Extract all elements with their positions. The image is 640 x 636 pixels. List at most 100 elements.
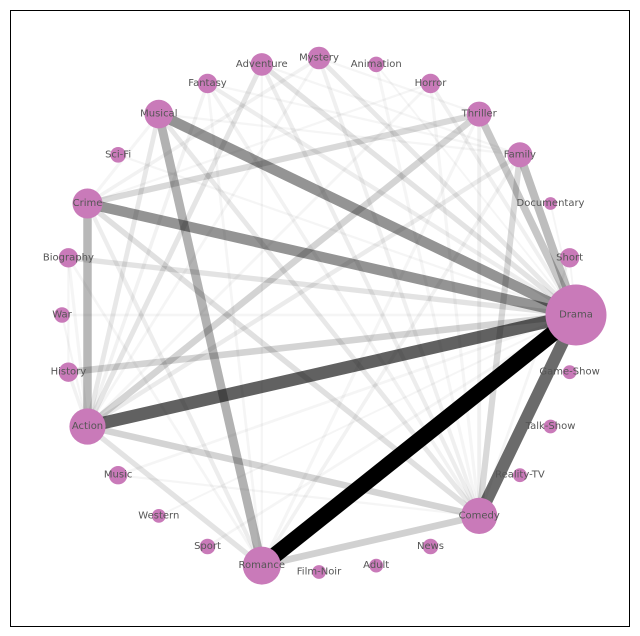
edge-comedy-animation: [374, 64, 481, 517]
node-label-romance: Romance: [239, 560, 285, 571]
node-label-reality-tv: Reality-TV: [495, 470, 545, 481]
node-talk-show: [543, 419, 558, 434]
node-drama: [545, 284, 607, 346]
edge-action-comedy: [86, 423, 480, 520]
edge-action-family: [86, 152, 522, 429]
edge-romance-fantasy: [206, 83, 264, 566]
edge-action-musical: [85, 113, 162, 428]
node-label-crime: Crime: [73, 198, 103, 209]
node-biography: [58, 248, 79, 268]
edge-romance-drama: [256, 308, 581, 572]
edge-action-thriller: [85, 111, 482, 430]
edge-crime-mystery: [86, 56, 320, 206]
edge-mystery-thriller: [318, 56, 480, 116]
node-thriller: [466, 101, 492, 127]
node-label-mystery: Mystery: [299, 53, 339, 64]
edge-comedy-crime: [85, 201, 481, 519]
node-mystery: [307, 46, 331, 70]
edge-romance-thriller: [260, 113, 481, 567]
node-fantasy: [197, 73, 218, 94]
edge-comedy-music: [117, 474, 480, 518]
edge-horror-drama: [428, 82, 578, 317]
node-label-sci-fi: Sci-Fi: [105, 149, 131, 160]
edge-western-drama: [158, 314, 577, 517]
node-news: [422, 538, 439, 555]
node-documentary: [544, 197, 557, 210]
node-label-drama: Drama: [559, 310, 593, 321]
edge-music-drama: [117, 313, 577, 477]
edge-adventure-drama: [260, 62, 578, 318]
node-label-western: Western: [138, 510, 179, 521]
edge-comedy-mystery: [317, 57, 482, 517]
node-label-comedy: Comedy: [459, 510, 500, 521]
node-label-fantasy: Fantasy: [188, 78, 227, 89]
node-label-news: News: [417, 541, 444, 552]
edge-action-romance: [85, 424, 264, 568]
edge-romance-crime: [85, 202, 264, 567]
node-game-show: [562, 365, 577, 380]
edge-sci-fi-drama: [117, 153, 577, 317]
edge-animation-drama: [375, 63, 577, 316]
edge-biography-drama: [68, 255, 577, 318]
node-comedy: [461, 497, 498, 534]
edge-sport-drama: [206, 313, 577, 548]
edges-layer: [60, 56, 582, 572]
edge-musical-family: [158, 112, 521, 156]
node-animation: [368, 56, 385, 73]
node-label-horror: Horror: [415, 78, 448, 89]
node-action: [69, 408, 106, 445]
labels-layer: Drama Short Documentary Family Thriller Horro…: [43, 53, 600, 578]
edge-history-drama: [68, 311, 577, 376]
node-romance: [242, 546, 281, 585]
edge-musical-drama: [156, 109, 579, 320]
node-crime: [72, 188, 103, 219]
edge-comedy-musical: [156, 112, 482, 518]
node-label-history: History: [51, 367, 87, 378]
node-label-game-show: Game-Show: [539, 367, 599, 378]
node-adult: [369, 558, 384, 573]
node-label-adventure: Adventure: [236, 59, 288, 70]
node-label-adult: Adult: [363, 560, 389, 571]
edge-action-drama: [86, 308, 578, 433]
edge-fantasy-family: [207, 82, 521, 156]
node-adventure: [250, 53, 274, 76]
node-music: [108, 466, 128, 485]
edge-adventure-family: [261, 63, 521, 156]
node-reality-tv: [513, 468, 527, 483]
node-label-short: Short: [556, 252, 583, 263]
node-musical: [144, 99, 174, 129]
edge-romance-musical: [154, 113, 267, 567]
edge-action-fantasy: [85, 82, 210, 428]
node-western: [151, 509, 166, 523]
edge-thriller-drama: [475, 112, 580, 317]
node-family: [507, 142, 533, 168]
edge-crime-horror: [87, 82, 431, 205]
edge-comedy-drama: [473, 312, 582, 519]
edge-fantasy-drama: [206, 81, 578, 317]
node-sport: [199, 538, 216, 555]
edge-comedy-adventure: [259, 63, 482, 517]
node-label-documentary: Documentary: [517, 198, 585, 209]
node-label-war: War: [52, 310, 72, 321]
edge-action-biography: [66, 257, 90, 427]
edge-comedy-fantasy: [205, 82, 481, 517]
node-label-biography: Biography: [43, 252, 94, 263]
nodes-layer: [54, 46, 607, 585]
edge-comedy-horror: [428, 83, 481, 517]
node-sci-fi: [110, 147, 126, 163]
node-label-thriller: Thriller: [461, 109, 498, 120]
edge-action-horror: [86, 82, 432, 428]
node-film-noir: [312, 565, 326, 579]
node-label-animation: Animation: [351, 59, 402, 70]
edge-crime-thriller: [86, 111, 480, 207]
node-label-talk-show: Talk-Show: [525, 421, 576, 432]
edge-action-adventure: [85, 63, 265, 428]
edge-action-mystery: [86, 57, 321, 428]
node-label-film-noir: Film-Noir: [297, 567, 342, 578]
node-label-music: Music: [104, 470, 132, 481]
node-history: [58, 362, 79, 382]
node-war: [54, 307, 70, 323]
node-label-family: Family: [504, 149, 536, 160]
node-label-sport: Sport: [194, 541, 221, 552]
